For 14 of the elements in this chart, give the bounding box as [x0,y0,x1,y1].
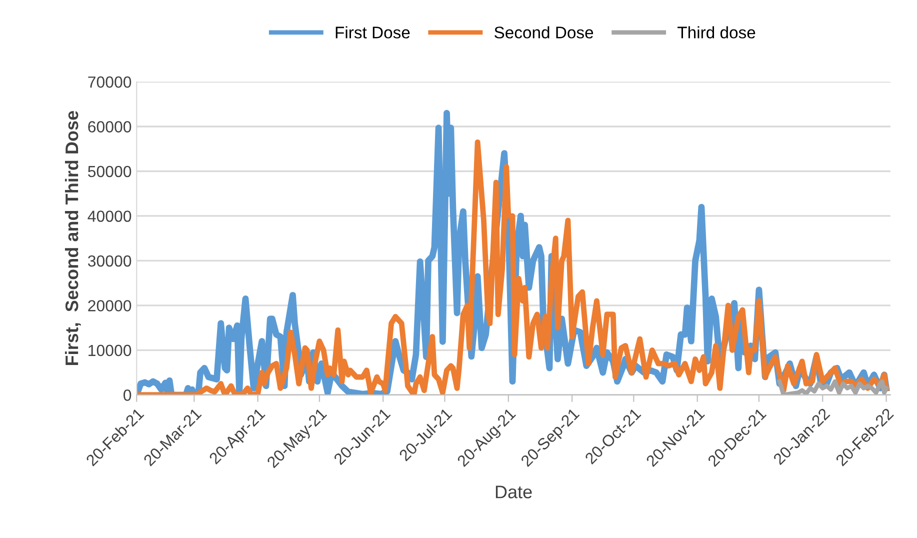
legend-label: Third dose [678,26,756,38]
line-series [777,379,889,395]
x-axis-title: Date [496,486,532,498]
y-axis-title: First, Second and Third Dose [64,111,81,366]
y-tick-label: 70000 [88,76,132,88]
y-tick-label: 50000 [88,166,132,178]
y-tick-label: 10000 [88,344,132,356]
legend-label: First Dose [336,26,410,38]
y-tick-label: 60000 [88,121,132,132]
y-tick-label: 40000 [88,210,132,222]
y-tick-label: 0 [124,390,132,401]
y-tick-label: 20000 [88,300,132,312]
legend-label: Second Dose [494,26,594,38]
y-tick-label: 30000 [88,255,132,267]
